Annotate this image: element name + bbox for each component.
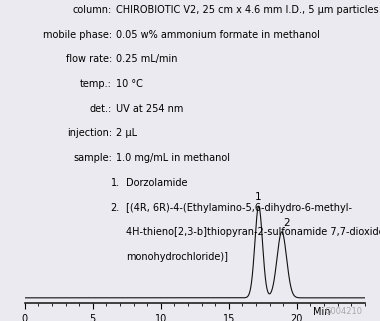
Text: mobile phase:: mobile phase:	[43, 30, 112, 39]
Text: [(4R, 6R)-4-(Ethylamino-5,6-dihydro-6-methyl-: [(4R, 6R)-4-(Ethylamino-5,6-dihydro-6-me…	[126, 203, 352, 213]
Text: 10 °C: 10 °C	[116, 79, 143, 89]
Text: 1: 1	[255, 193, 261, 203]
Text: 1.: 1.	[111, 178, 120, 188]
Text: injection:: injection:	[67, 128, 112, 138]
Text: 0.05 w% ammonium formate in methanol: 0.05 w% ammonium formate in methanol	[116, 30, 320, 39]
Text: 2 μL: 2 μL	[116, 128, 137, 138]
Text: det.:: det.:	[90, 104, 112, 114]
Text: CHIROBIOTIC V2, 25 cm x 4.6 mm I.D., 5 μm particles: CHIROBIOTIC V2, 25 cm x 4.6 mm I.D., 5 μ…	[116, 5, 378, 15]
Text: temp.:: temp.:	[80, 79, 112, 89]
Text: Min: Min	[313, 307, 331, 317]
Text: 2: 2	[283, 218, 290, 228]
Text: G004210: G004210	[324, 307, 362, 316]
Text: monohydrochloride)]: monohydrochloride)]	[126, 252, 228, 262]
Text: 2.: 2.	[111, 203, 120, 213]
Text: column:: column:	[73, 5, 112, 15]
Text: 0.25 mL/min: 0.25 mL/min	[116, 54, 177, 64]
Text: flow rate:: flow rate:	[66, 54, 112, 64]
Text: 4H-thieno[2,3-b]thiopyran-2-sulfonamide 7,7-dioxide,: 4H-thieno[2,3-b]thiopyran-2-sulfonamide …	[126, 227, 380, 237]
Text: 1.0 mg/mL in methanol: 1.0 mg/mL in methanol	[116, 153, 230, 163]
Text: UV at 254 nm: UV at 254 nm	[116, 104, 183, 114]
Text: Dorzolamide: Dorzolamide	[126, 178, 188, 188]
Text: sample:: sample:	[73, 153, 112, 163]
